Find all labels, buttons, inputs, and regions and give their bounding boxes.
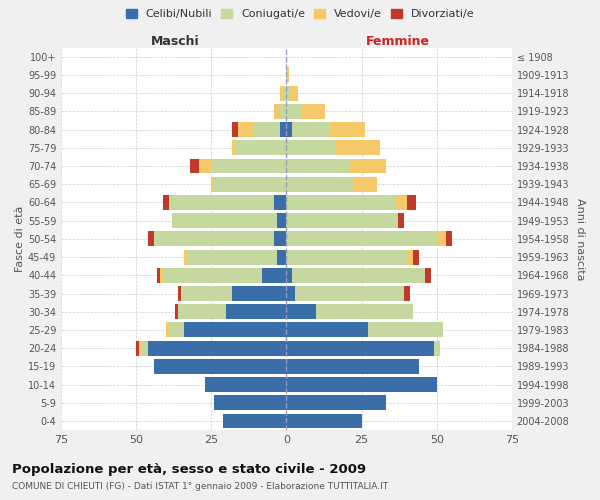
Y-axis label: Anni di nascita: Anni di nascita xyxy=(575,198,585,280)
Bar xyxy=(286,177,353,192)
Bar xyxy=(286,377,437,392)
Bar xyxy=(286,68,289,82)
Bar xyxy=(286,140,335,156)
Bar xyxy=(446,232,452,246)
Bar xyxy=(280,104,286,119)
Text: Maschi: Maschi xyxy=(151,35,200,48)
Bar xyxy=(214,177,286,192)
Bar xyxy=(169,322,184,338)
Bar xyxy=(223,414,286,428)
Bar xyxy=(286,304,316,319)
Bar xyxy=(368,322,443,338)
Bar xyxy=(425,268,431,283)
Bar xyxy=(232,286,286,301)
Bar xyxy=(199,158,211,174)
Bar xyxy=(398,213,404,228)
Bar xyxy=(169,195,274,210)
Bar xyxy=(274,232,286,246)
Bar xyxy=(232,122,238,137)
Bar xyxy=(136,340,139,355)
Bar xyxy=(286,213,398,228)
Bar xyxy=(292,268,425,283)
Bar xyxy=(283,86,286,100)
Bar xyxy=(335,140,380,156)
Bar xyxy=(184,250,187,264)
Bar xyxy=(172,213,277,228)
Text: Popolazione per età, sesso e stato civile - 2009: Popolazione per età, sesso e stato civil… xyxy=(12,462,366,475)
Bar xyxy=(286,232,437,246)
Bar xyxy=(301,104,325,119)
Bar xyxy=(187,250,277,264)
Bar xyxy=(148,232,154,246)
Bar xyxy=(286,414,362,428)
Bar xyxy=(274,104,280,119)
Bar xyxy=(184,322,286,338)
Bar xyxy=(286,104,301,119)
Bar xyxy=(407,250,413,264)
Bar xyxy=(286,158,350,174)
Bar xyxy=(235,140,286,156)
Bar xyxy=(286,396,386,410)
Bar xyxy=(286,86,289,100)
Bar xyxy=(175,304,178,319)
Text: Femmine: Femmine xyxy=(365,35,430,48)
Bar xyxy=(286,250,407,264)
Bar xyxy=(157,268,160,283)
Bar xyxy=(163,195,169,210)
Bar xyxy=(139,340,142,355)
Bar xyxy=(437,232,446,246)
Bar xyxy=(262,268,286,283)
Bar xyxy=(289,86,298,100)
Bar xyxy=(214,396,286,410)
Bar xyxy=(277,213,286,228)
Bar xyxy=(286,195,395,210)
Bar xyxy=(253,122,280,137)
Bar xyxy=(277,250,286,264)
Bar xyxy=(407,195,416,210)
Bar xyxy=(148,340,286,355)
Bar xyxy=(190,158,199,174)
Bar xyxy=(286,268,292,283)
Bar xyxy=(292,122,329,137)
Bar xyxy=(178,286,181,301)
Bar xyxy=(353,177,377,192)
Bar xyxy=(238,122,253,137)
Bar xyxy=(160,268,163,283)
Bar xyxy=(395,195,407,210)
Bar xyxy=(329,122,365,137)
Bar xyxy=(404,286,410,301)
Bar xyxy=(232,140,235,156)
Bar xyxy=(350,158,386,174)
Text: COMUNE DI CHIEUTI (FG) - Dati ISTAT 1° gennaio 2009 - Elaborazione TUTTITALIA.IT: COMUNE DI CHIEUTI (FG) - Dati ISTAT 1° g… xyxy=(12,482,388,491)
Bar xyxy=(286,322,368,338)
Bar xyxy=(154,232,274,246)
Bar xyxy=(154,359,286,374)
Bar xyxy=(226,304,286,319)
Bar xyxy=(166,322,169,338)
Bar xyxy=(163,268,262,283)
Bar xyxy=(286,340,434,355)
Bar xyxy=(211,177,214,192)
Bar xyxy=(413,250,419,264)
Bar xyxy=(142,340,148,355)
Bar xyxy=(205,377,286,392)
Bar xyxy=(280,86,283,100)
Bar xyxy=(178,304,226,319)
Legend: Celibi/Nubili, Coniugati/e, Vedovi/e, Divorziati/e: Celibi/Nubili, Coniugati/e, Vedovi/e, Di… xyxy=(122,6,478,22)
Bar xyxy=(274,195,286,210)
Bar xyxy=(181,286,232,301)
Bar xyxy=(286,286,295,301)
Bar xyxy=(434,340,440,355)
Bar xyxy=(286,359,419,374)
Y-axis label: Fasce di età: Fasce di età xyxy=(15,206,25,272)
Bar xyxy=(280,122,286,137)
Bar xyxy=(295,286,404,301)
Bar xyxy=(316,304,413,319)
Bar xyxy=(211,158,286,174)
Bar xyxy=(286,122,292,137)
